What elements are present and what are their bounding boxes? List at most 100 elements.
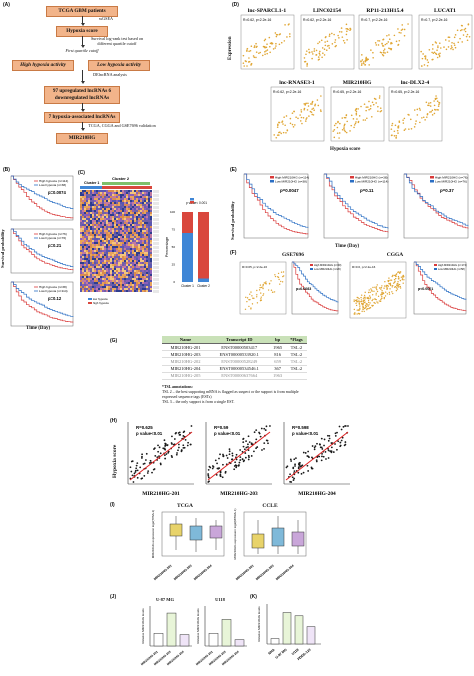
- scatter-point: [327, 449, 330, 452]
- scatter-point: [307, 470, 310, 472]
- scatter-point: [320, 95, 322, 97]
- scatter-stat: R=0.65, p<2.2e-16: [333, 90, 361, 94]
- scatter-point: [292, 479, 295, 482]
- scatter-point: [379, 110, 382, 113]
- scatter-point: [319, 50, 321, 53]
- scatter-point: [294, 465, 296, 467]
- scatter-point: [258, 432, 261, 435]
- k-bar: [306, 626, 316, 645]
- scatter-point: [369, 307, 372, 309]
- scatter-point: [431, 48, 434, 50]
- scatter-point: [349, 29, 351, 32]
- scatter-point: [363, 310, 365, 313]
- scatter-point: [207, 468, 210, 471]
- scatter-point: [289, 480, 292, 483]
- km-legend-high: High MIR210HG (n=38): [355, 176, 388, 180]
- scatter-point: [267, 289, 270, 291]
- scatter-point: [307, 105, 310, 107]
- scatter-point: [243, 448, 246, 451]
- scatter-point: [338, 30, 341, 33]
- scatter-point: [394, 274, 397, 277]
- h-r-value: R=0.625: [136, 425, 153, 430]
- scatter-point: [255, 447, 257, 450]
- scatter-point: [366, 117, 368, 120]
- scatter-point: [334, 435, 337, 437]
- panel-i-tcga-title: TCGA: [177, 503, 193, 509]
- scatter-point: [395, 273, 398, 275]
- scatter-point: [395, 136, 397, 139]
- scatter-point: [362, 119, 365, 121]
- scatter-point: [294, 124, 296, 126]
- bar-tick: 0: [173, 280, 175, 284]
- scatter-point: [349, 27, 351, 30]
- scatter-point: [465, 35, 468, 38]
- scatter-point: [276, 276, 279, 278]
- scatter-point: [345, 33, 348, 36]
- scatter-point: [154, 454, 157, 457]
- scatter-point: [435, 42, 438, 44]
- table-cell: 367: [269, 365, 286, 373]
- scatter-point: [353, 299, 355, 301]
- scatter-point: [313, 109, 315, 112]
- scatter-point: [367, 301, 370, 304]
- scatter-point: [283, 116, 285, 118]
- scatter-point: [222, 455, 225, 458]
- scatter-point: [275, 42, 277, 45]
- scatter-point: [453, 44, 456, 47]
- scatter-point: [311, 108, 313, 110]
- scatter-point: [393, 134, 396, 137]
- scatter-point: [380, 288, 382, 290]
- scatter-point: [306, 464, 309, 467]
- scatter-point: [278, 121, 281, 124]
- scatter-point: [261, 449, 263, 451]
- scatter-point: [158, 446, 161, 449]
- scatter-point: [170, 454, 173, 457]
- scatter-point: [385, 284, 388, 287]
- scatter-point: [239, 456, 242, 459]
- scatter-point: [129, 466, 132, 469]
- scatter-point: [382, 38, 385, 41]
- scatter-point: [353, 308, 356, 311]
- scatter-point: [397, 125, 400, 127]
- scatter-point: [398, 283, 401, 286]
- scatter-point: [272, 48, 275, 50]
- scatter-point: [136, 476, 139, 479]
- scatter-point: [253, 45, 256, 47]
- scatter-point: [365, 106, 368, 108]
- scatter-point: [256, 446, 259, 448]
- panel-d-label: (D): [232, 2, 239, 8]
- table-header: Transcript ID: [208, 336, 270, 344]
- panel-h-label: (H): [110, 418, 117, 424]
- scatter-point: [253, 56, 256, 59]
- scatter-point: [252, 55, 255, 57]
- km-high-curve: [244, 173, 309, 235]
- scatter-lnc-SPARCL1-1: lnc-SPARCL1-1 R=0.62, p<2.2e-16: [240, 8, 295, 70]
- scatter-point: [264, 53, 266, 56]
- scatter-point: [270, 289, 273, 291]
- scatter-point: [328, 47, 331, 49]
- flowchart: TCGA GBM patients ssGSEA Hypoxia score S…: [8, 2, 158, 147]
- scatter-point: [261, 54, 264, 57]
- scatter-point: [434, 98, 437, 101]
- scatter-point: [239, 449, 242, 451]
- gse-scatter: R=0.65, p<2.2e-16: [239, 261, 287, 315]
- scatter-point: [377, 44, 380, 46]
- scatter-point: [273, 134, 276, 136]
- scatter-point: [392, 292, 394, 295]
- scatter-point: [166, 444, 169, 446]
- scatter-point: [164, 442, 167, 445]
- scatter-point: [314, 103, 317, 106]
- scatter-point: [439, 47, 442, 49]
- panel-b-ylabel: Survival probability: [0, 229, 5, 268]
- scatter-point: [375, 298, 377, 301]
- scatter-point: [396, 282, 399, 285]
- scatter-point: [148, 462, 151, 464]
- scatter-point: [291, 123, 294, 126]
- scatter-point: [381, 290, 383, 292]
- table-row: MIR210HG-202 ENST00000528249 659 TSL:2: [162, 357, 307, 366]
- scatter-point: [136, 469, 139, 472]
- scatter-point: [269, 45, 271, 48]
- scatter-point: [262, 287, 264, 290]
- scatter-point: [338, 137, 340, 139]
